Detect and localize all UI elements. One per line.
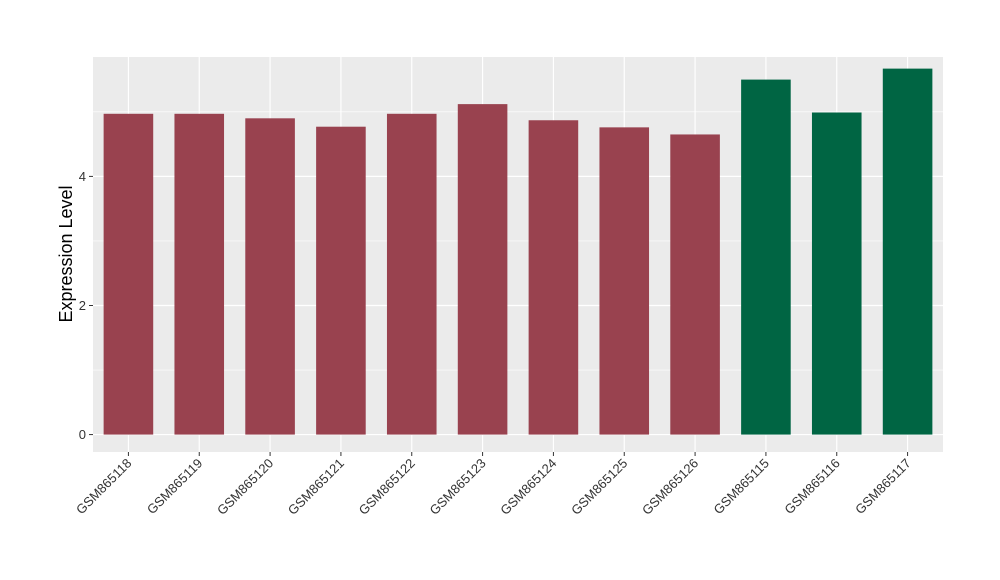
bars: [103, 68, 933, 435]
bar-GSM865120: [245, 118, 295, 435]
bar-GSM865125: [599, 127, 650, 435]
x-tick-label: GSM865117: [852, 456, 914, 518]
x-tick-label: GSM865120: [214, 456, 276, 518]
bar-GSM865124: [528, 120, 579, 435]
bar-GSM865115: [741, 79, 791, 435]
x-tick-label: GSM865126: [639, 456, 701, 518]
bar-GSM865121: [316, 126, 366, 435]
x-tick-label: GSM865123: [426, 456, 488, 518]
x-tick-label: GSM865125: [568, 456, 630, 518]
y-tick-label: 2: [79, 298, 86, 313]
bar-GSM865123: [457, 104, 508, 435]
y-tick-label: 0: [79, 427, 86, 442]
y-axis: 0 2 4: [79, 169, 93, 442]
bar-GSM865119: [174, 113, 225, 435]
x-tick-label: GSM865119: [144, 456, 206, 518]
x-tick-label: GSM865121: [285, 456, 347, 518]
x-axis: GSM865118 GSM865119 GSM865120 GSM865121 GSM8…: [73, 452, 914, 518]
x-tick-label: GSM865122: [356, 456, 418, 518]
minor-gridlines: [93, 111, 943, 371]
x-tick-label: GSM865124: [497, 456, 559, 518]
x-tick-label: GSM865116: [781, 456, 843, 518]
y-axis-title: Expression Level: [56, 185, 76, 322]
x-tick-label: GSM865118: [73, 456, 135, 518]
bar-GSM865126: [670, 134, 720, 435]
bar-GSM865116: [811, 112, 862, 435]
bar-GSM865117: [882, 68, 933, 435]
plot-panel: [93, 57, 943, 452]
x-tick-label: GSM865115: [710, 456, 772, 518]
bar-GSM865118: [103, 113, 154, 435]
bar-GSM865122: [386, 113, 437, 435]
y-tick-label: 4: [79, 169, 86, 184]
